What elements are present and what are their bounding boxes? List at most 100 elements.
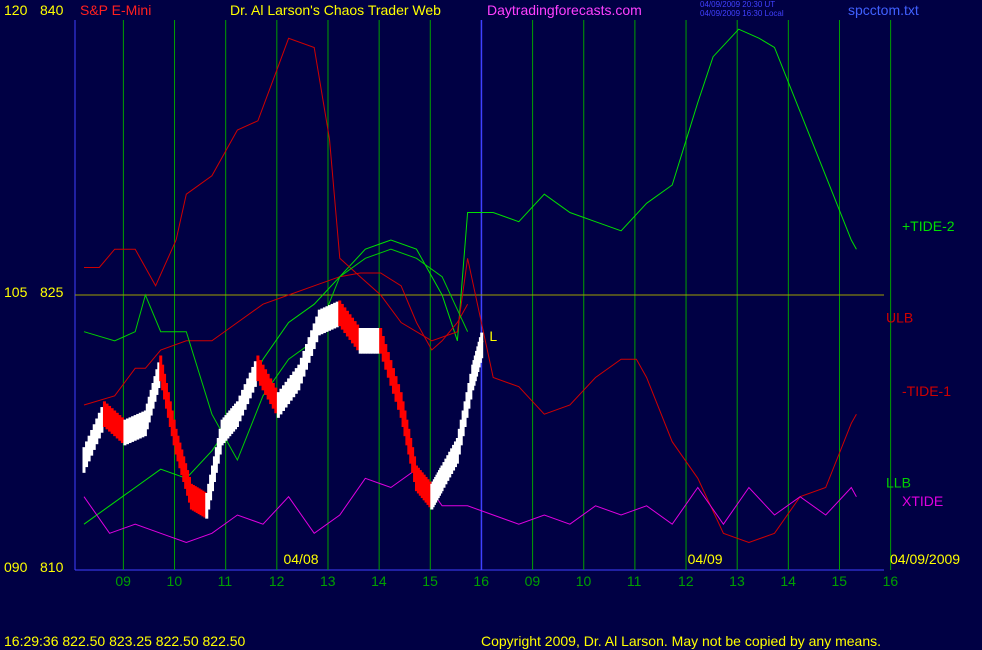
site-link[interactable]: Daytradingforecasts.com (487, 2, 642, 18)
price-bar (287, 378, 291, 405)
price-bar (424, 476, 428, 503)
y-label-mid-price: 825 (40, 284, 64, 300)
price-bar (411, 447, 415, 473)
page-title: Dr. Al Larson's Chaos Trader Web (230, 2, 441, 18)
price-bar (102, 401, 106, 427)
x-tick-label: 10 (576, 573, 592, 589)
price-bar (294, 368, 298, 394)
price-bar (193, 486, 197, 512)
price-bar (153, 376, 157, 402)
price-bar (315, 316, 319, 343)
price-bar (172, 419, 176, 446)
price-bar (143, 410, 147, 437)
price-bar (105, 403, 109, 430)
price-bar (108, 405, 112, 432)
price-bar (322, 307, 326, 334)
x-tick-label: 15 (831, 573, 847, 589)
price-bar (399, 392, 403, 418)
price-bar (92, 424, 96, 450)
price-bar (115, 412, 119, 439)
price-bar (203, 491, 207, 518)
price-bar (328, 305, 332, 331)
price-bar (292, 371, 296, 398)
x-tick-label: 09 (115, 573, 131, 589)
price-bar (97, 412, 101, 439)
price-bar (191, 484, 195, 511)
price-bar (384, 344, 388, 370)
price-bar (248, 372, 252, 399)
price-bar (187, 476, 191, 503)
price-bar (299, 357, 303, 384)
price-bar (317, 309, 321, 336)
price-bar (230, 408, 234, 434)
price-bar (457, 428, 461, 455)
price-bar (394, 376, 398, 402)
price-bar (209, 474, 213, 501)
x-tick-label: 14 (371, 573, 387, 589)
price-bar (420, 472, 424, 499)
date-label-end: 04/09/2009 (890, 551, 960, 567)
price-bars (82, 300, 484, 519)
price-bar (235, 401, 239, 427)
price-bar (453, 441, 457, 468)
price-bar (274, 387, 278, 414)
price-bar (333, 302, 337, 329)
x-tick-label: 12 (678, 573, 694, 589)
price-bar (216, 438, 220, 464)
price-bar (413, 456, 417, 482)
footer-copyright: Copyright 2009, Dr. Al Larson. May not b… (481, 633, 882, 649)
price-bar (131, 416, 135, 442)
price-bar (95, 418, 99, 445)
price-bar (232, 405, 236, 432)
price-bar (389, 360, 393, 386)
price-bar (276, 392, 280, 418)
price-bar (234, 403, 238, 430)
symbol-label: S&P E-Mini (80, 2, 152, 18)
tide2-label: +TIDE-2 (902, 218, 955, 234)
price-bar (214, 447, 218, 473)
price-bar (442, 462, 446, 488)
price-bar (228, 410, 232, 437)
price-bar (397, 384, 401, 410)
price-bar (168, 401, 172, 427)
price-bar (381, 336, 385, 362)
price-bar (480, 332, 484, 359)
price-bar (407, 428, 411, 455)
price-bar (149, 389, 153, 416)
price-bar (212, 456, 216, 482)
price-bar (353, 321, 357, 347)
price-bar (455, 438, 459, 464)
x-tick-label: 14 (780, 573, 796, 589)
price-bar (310, 330, 314, 356)
price-bar (450, 448, 454, 474)
price-bar (463, 401, 467, 427)
price-bar (467, 383, 471, 409)
price-bar (405, 419, 409, 446)
price-bar (345, 310, 349, 337)
price-bar (195, 487, 199, 513)
price-bar (246, 378, 250, 405)
tide1-label: -TIDE-1 (902, 383, 951, 399)
price-bar (155, 369, 159, 395)
price-bar (256, 355, 260, 382)
price-bar (335, 301, 339, 328)
price-bar (123, 419, 127, 446)
price-bar (166, 392, 170, 418)
price-bar (197, 488, 201, 515)
x-tick-label: 11 (218, 573, 233, 589)
price-bar (243, 384, 247, 410)
utc-timestamp: 04/09/2009 20:30 UT (700, 0, 776, 9)
price-bar (366, 328, 370, 354)
price-bar (305, 344, 309, 370)
price-bar (338, 300, 342, 327)
price-bar (186, 470, 190, 496)
price-bar (220, 419, 224, 446)
price-bar (138, 412, 142, 439)
price-bar (461, 410, 465, 437)
series-line-xtide (83, 468, 857, 544)
price-bar (386, 352, 390, 378)
price-bar (289, 374, 293, 401)
date-label-day2: 04/09 (688, 551, 723, 567)
price-bar (147, 396, 151, 423)
